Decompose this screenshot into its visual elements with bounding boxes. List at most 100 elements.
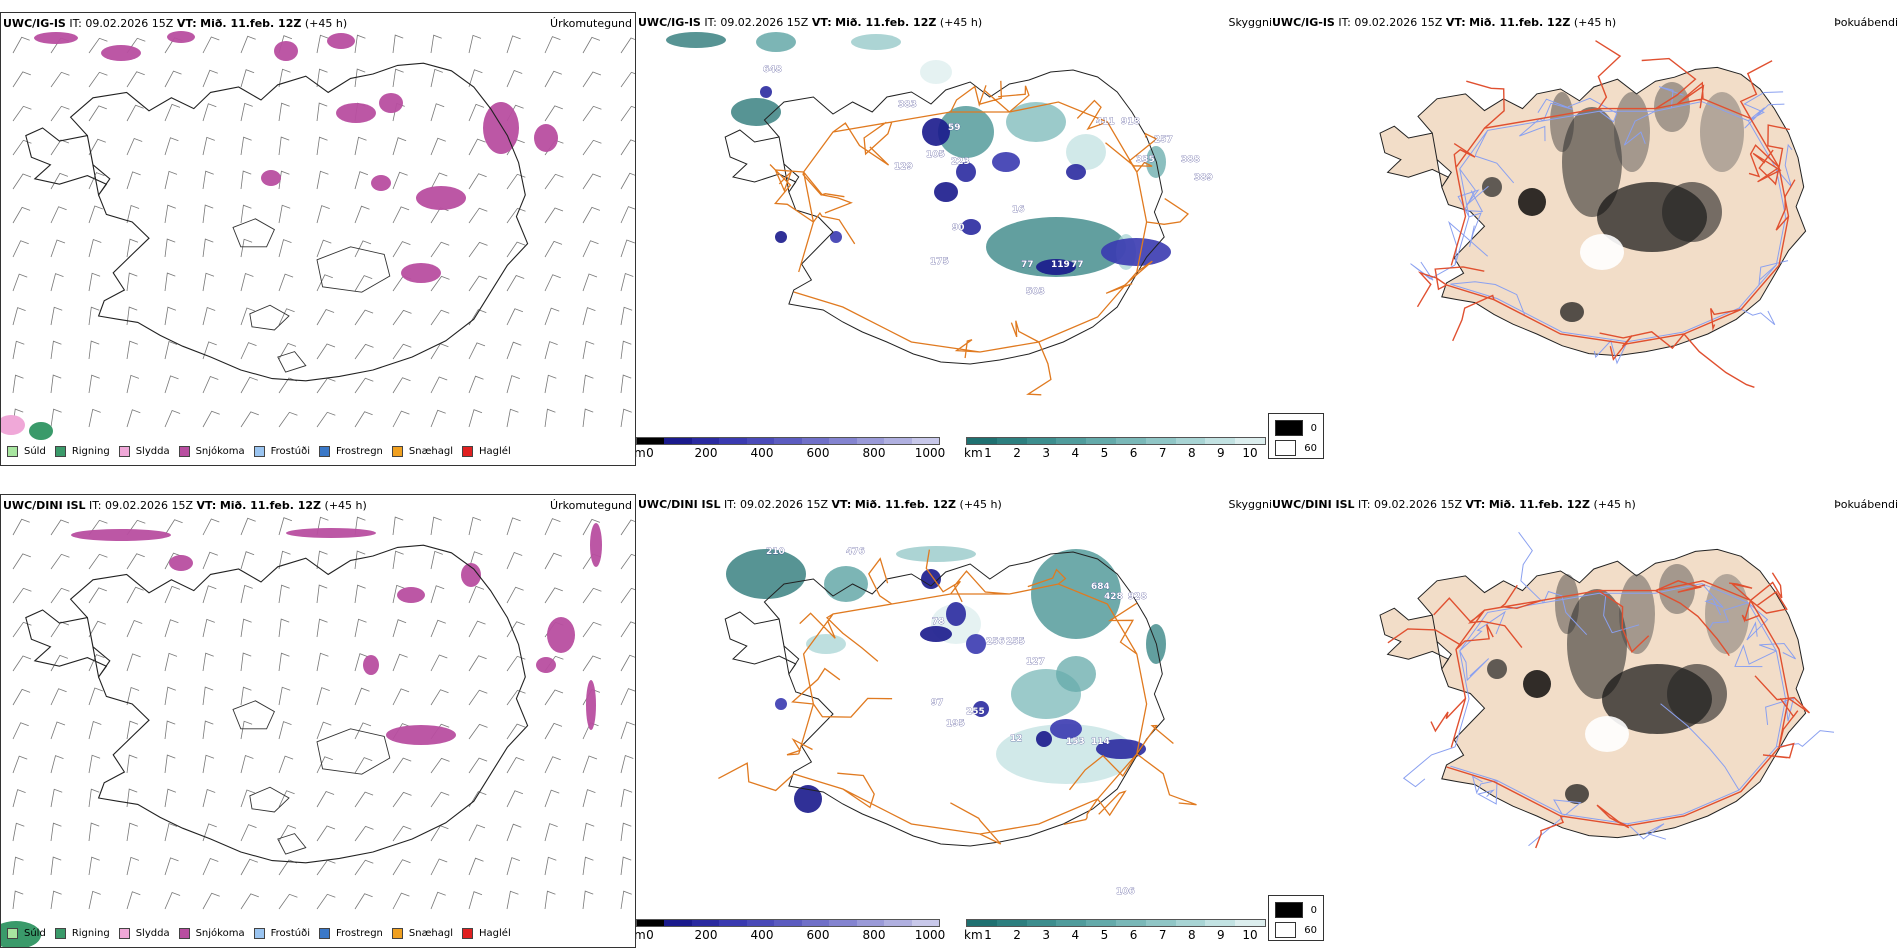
wind-barb	[202, 892, 220, 910]
legend-label: Haglél	[479, 446, 511, 457]
wind-barb	[430, 689, 449, 706]
colorbar-ramp	[966, 437, 1266, 445]
wind-barb	[240, 893, 259, 910]
colorbar-ticks: 1 2 3 4 5 6 7 8 9 10	[966, 445, 1266, 460]
wind-barb	[126, 586, 144, 604]
wind-barb	[12, 655, 32, 672]
wind-barb	[202, 341, 217, 360]
colorbar-tick-label: 200	[694, 446, 718, 460]
precip-type-legend: Súld Rigning Slydda Snjókoma Frostúði Frostre…	[7, 446, 520, 457]
wind-barb	[202, 652, 214, 672]
colorbar-tick-label: 8	[1187, 446, 1196, 460]
wind-barb	[50, 721, 66, 740]
wind-barb	[12, 518, 30, 536]
wind-barb	[430, 550, 443, 570]
wind-barb	[430, 409, 446, 428]
wind-barb	[88, 553, 108, 570]
wind-barb	[392, 377, 411, 394]
wind-barb	[506, 723, 526, 740]
wind-barb	[164, 170, 178, 190]
wind-barb	[468, 689, 488, 706]
wind-barb	[582, 273, 598, 292]
wind-barb	[316, 170, 329, 190]
wind-barb	[12, 240, 29, 258]
panel-title: UWC/IG-IS IT: 09.02.2026 15Z VT: Mið. 11…	[3, 17, 348, 30]
legend-item: Frostregn	[319, 446, 383, 457]
wind-barb	[278, 755, 294, 774]
colorbar-step	[856, 920, 885, 926]
colorbar-tick-label: 9	[1217, 446, 1225, 460]
wind-barb	[582, 518, 601, 536]
fog-legend-label: 60	[1304, 442, 1317, 454]
colorbar-unit: m	[636, 446, 646, 460]
wind-barb	[316, 136, 328, 156]
cloud-base-label: 388	[1181, 155, 1200, 165]
wind-barb	[126, 204, 140, 224]
legend-swatch	[253, 928, 265, 939]
wind-barb	[468, 516, 482, 536]
wind-barb	[316, 618, 328, 638]
wind-barb	[506, 890, 519, 910]
wind-barb	[278, 170, 290, 190]
wind-barb	[620, 587, 635, 604]
wind-barb	[240, 238, 253, 258]
colorbar-step	[967, 438, 997, 444]
wind-barb	[430, 376, 448, 394]
wind-barb	[582, 173, 602, 190]
cloud-base-label: 97	[931, 698, 944, 708]
wind-barb	[126, 104, 144, 122]
cloud-base-label: 918	[1121, 117, 1140, 127]
wind-barb	[544, 173, 564, 190]
colorbar-step	[719, 438, 747, 444]
wind-barb	[12, 688, 31, 706]
wind-barb	[544, 587, 563, 604]
wind-barb	[582, 206, 601, 224]
wind-barb	[50, 553, 70, 570]
wind-barb	[468, 34, 482, 54]
legend-swatch	[7, 446, 18, 457]
wind-barb	[126, 272, 138, 292]
legend-swatch	[118, 446, 130, 457]
cloud-base-label: 335	[1136, 155, 1155, 165]
wind-barb	[164, 340, 178, 360]
wind-barb	[392, 68, 404, 88]
cloud-base-label: 77	[1021, 260, 1034, 270]
wind-barb	[468, 69, 483, 88]
legend-item: Snjókoma	[178, 446, 245, 457]
colorbar-tick-label: 3	[1042, 928, 1051, 942]
legend-item: Rigning	[54, 928, 110, 939]
fog-legend-swatch	[1275, 440, 1297, 456]
legend-item: Rigning	[54, 446, 110, 457]
map-fog	[1379, 531, 1835, 849]
legend-label: Frostregn	[336, 446, 383, 457]
legend-item: Súld	[7, 446, 46, 457]
wind-barb	[164, 788, 177, 808]
wind-barb	[240, 307, 256, 326]
cloud-base-label: 153	[1066, 737, 1085, 747]
cloud-base-label: 256	[986, 637, 1005, 647]
wind-barb	[240, 69, 255, 88]
wind-barb	[126, 340, 138, 360]
wind-barb	[240, 824, 257, 842]
colorbar-step	[1235, 438, 1265, 444]
panel-visibility-row2: 210 476 78 256 255 127 684 428 928 106 97 255 195 12 1…	[636, 494, 1272, 948]
wind-barb	[50, 71, 70, 88]
wind-barb	[164, 204, 176, 224]
wind-barb	[240, 584, 253, 604]
colorbar-step	[1026, 438, 1057, 444]
legend-label: Rigning	[71, 446, 110, 457]
legend-swatch	[253, 446, 265, 457]
wind-barb	[202, 585, 217, 604]
colorbar-step	[1205, 920, 1236, 926]
wind-barb	[430, 516, 442, 536]
colorbar-unit: km	[964, 928, 983, 942]
wind-barb	[582, 890, 594, 910]
fog-legend: 0 60	[1268, 413, 1324, 459]
wind-barb	[278, 790, 295, 808]
wind-barb	[620, 139, 635, 156]
wind-barb	[126, 171, 141, 190]
wind-barb	[278, 824, 297, 842]
wind-barb	[240, 35, 256, 54]
colorbar-tick-label: 600	[806, 928, 830, 942]
fog-legend-swatch	[1275, 902, 1303, 918]
